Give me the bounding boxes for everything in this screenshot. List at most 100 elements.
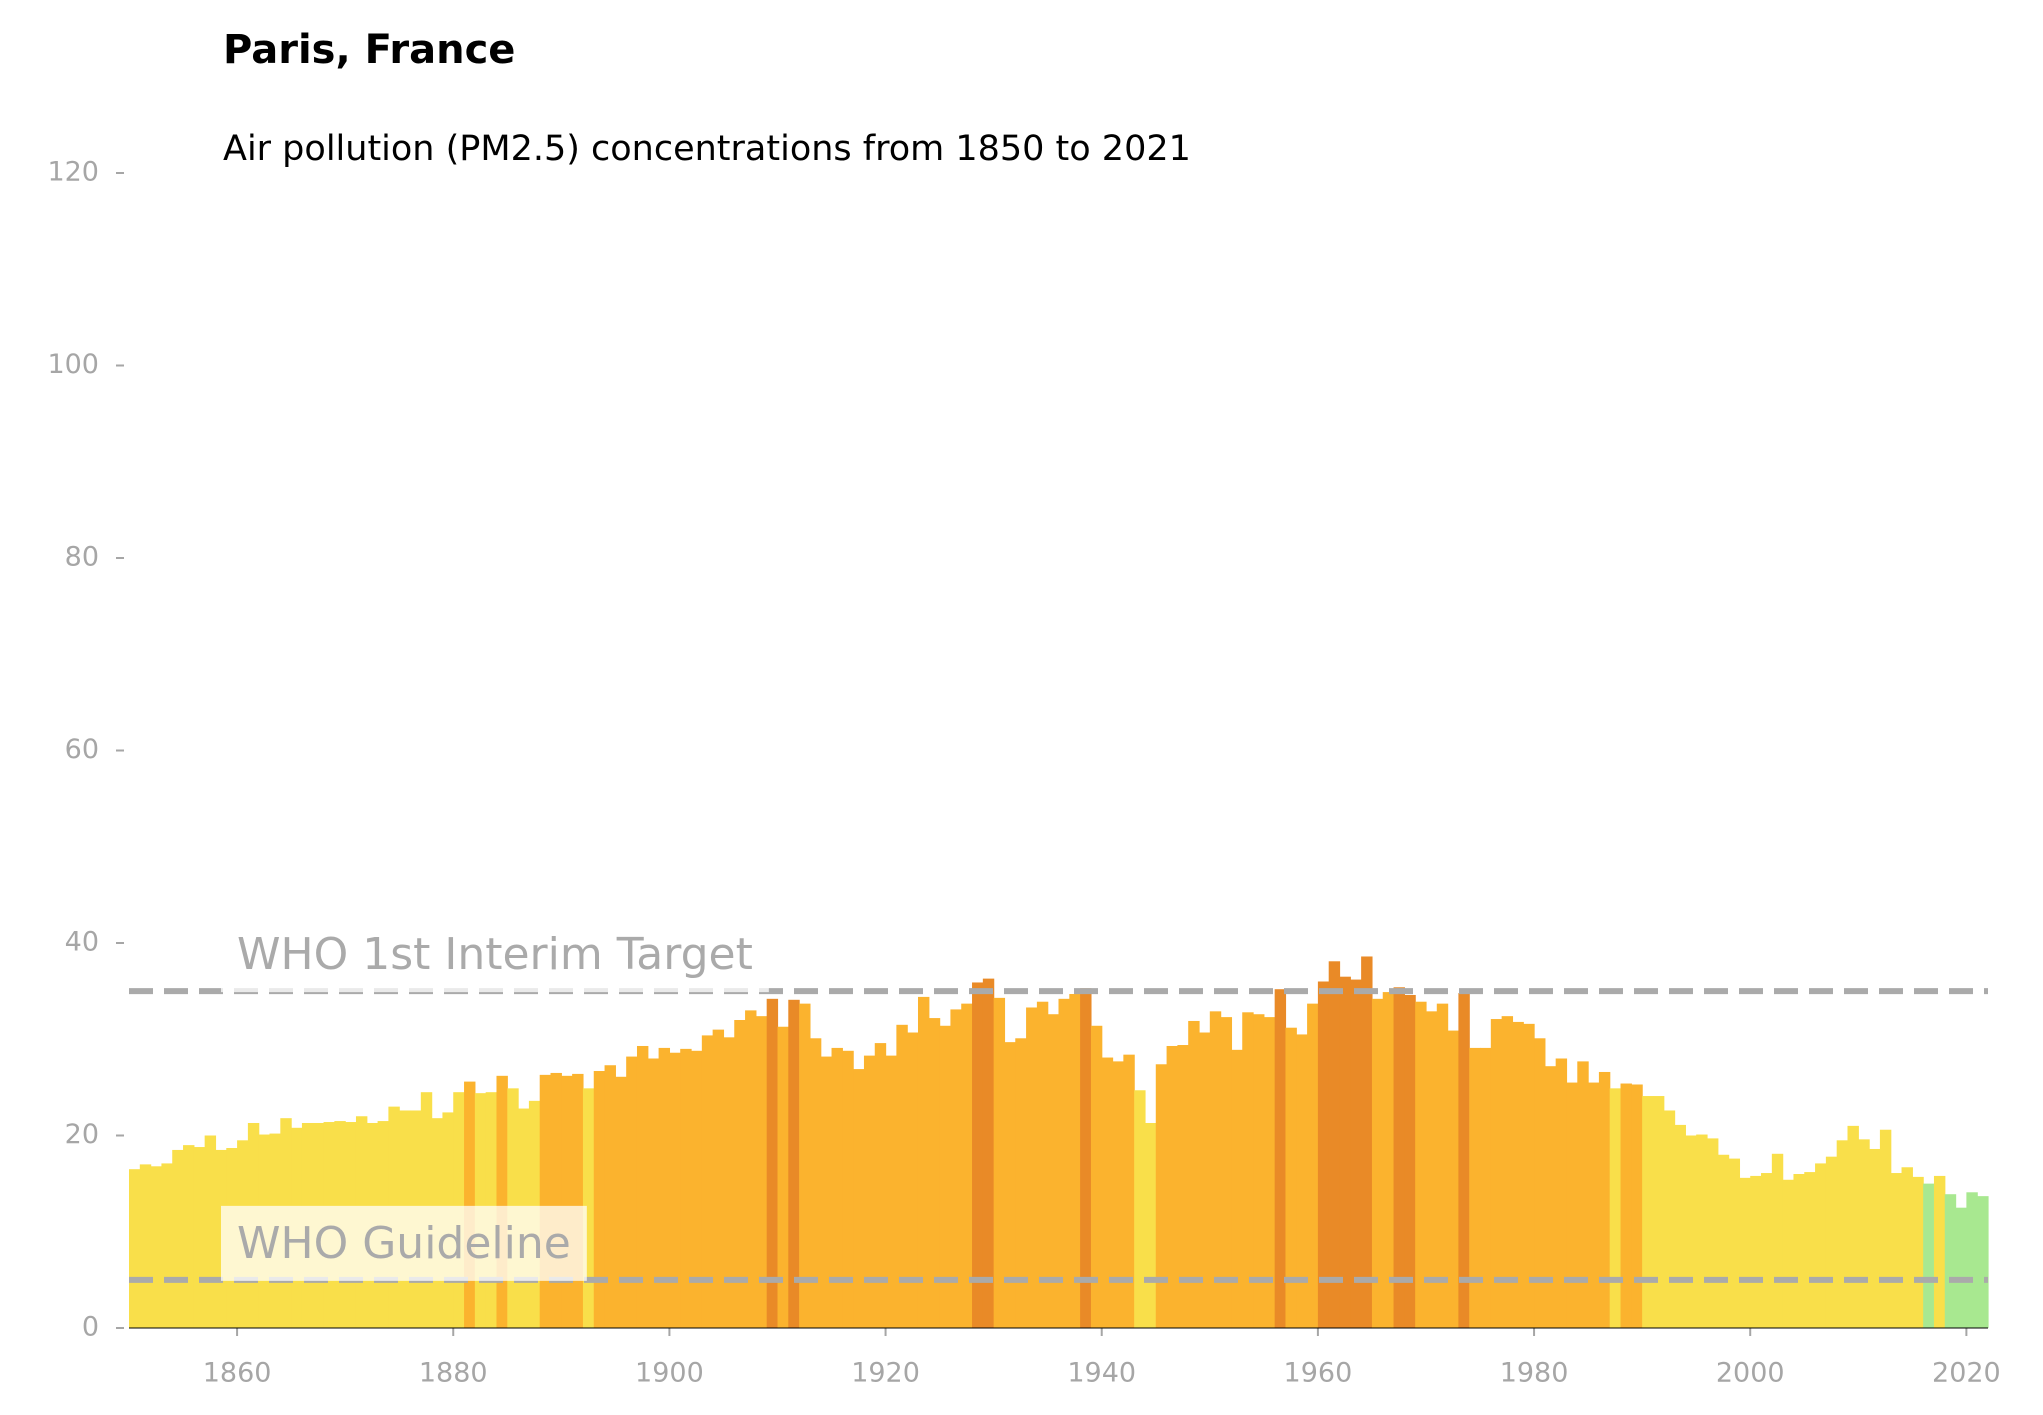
bar	[1469, 1047, 1481, 1328]
reference-label-group: WHO Guideline	[221, 1205, 587, 1281]
bar	[885, 1055, 897, 1328]
bar	[734, 1020, 746, 1328]
bar	[907, 1032, 919, 1328]
bar	[1447, 1030, 1460, 1328]
bar	[1836, 1140, 1849, 1328]
bar	[1317, 981, 1330, 1328]
bar	[604, 1065, 616, 1328]
bar	[636, 1045, 649, 1328]
bar	[1220, 1017, 1233, 1328]
bar	[993, 997, 1006, 1328]
reference-label: WHO 1st Interim Target	[237, 929, 753, 980]
bar	[982, 978, 995, 1328]
bar	[1339, 976, 1351, 1328]
bar	[1415, 1001, 1427, 1328]
bar	[1350, 979, 1362, 1328]
reference-label-group: WHO 1st Interim Target	[221, 917, 769, 993]
bar	[1393, 987, 1405, 1328]
x-tick-label: 2020	[1932, 1358, 2001, 1389]
bar	[1642, 1096, 1654, 1328]
bar	[1728, 1158, 1741, 1328]
bar	[691, 1050, 703, 1328]
x-tick-label: 1900	[635, 1358, 704, 1389]
bar	[842, 1050, 854, 1328]
bar	[1685, 1135, 1697, 1328]
bar	[1523, 1023, 1535, 1328]
bar	[1404, 994, 1416, 1328]
bar	[1361, 956, 1373, 1328]
bar	[1706, 1138, 1719, 1328]
bar	[1534, 1038, 1546, 1328]
chart-subtitle: Air pollution (PM2.5) concentrations fro…	[223, 129, 1191, 169]
bar	[172, 1149, 184, 1328]
bar	[1307, 1003, 1319, 1328]
bar	[831, 1047, 843, 1328]
bar	[1123, 1054, 1135, 1328]
bar	[1652, 1096, 1665, 1328]
bar	[1631, 1084, 1643, 1328]
bar	[1134, 1090, 1146, 1328]
x-tick-label: 1940	[1067, 1358, 1136, 1389]
y-tick-label: 0	[82, 1312, 99, 1343]
bar	[539, 1074, 552, 1328]
bar	[582, 1088, 595, 1328]
bar	[788, 999, 800, 1328]
bar	[701, 1035, 714, 1328]
bar	[1004, 1042, 1016, 1328]
bar	[139, 1164, 152, 1328]
bar	[917, 996, 930, 1328]
x-tick-label: 1960	[1284, 1358, 1353, 1389]
bar	[1058, 998, 1070, 1328]
bar	[1501, 1016, 1514, 1328]
bar	[1144, 1122, 1157, 1328]
bar	[1015, 1038, 1027, 1328]
bar	[1879, 1129, 1892, 1328]
bar	[1912, 1176, 1924, 1328]
bar	[1026, 1007, 1038, 1328]
bar	[1155, 1064, 1168, 1328]
bar	[1761, 1173, 1773, 1328]
bar	[1944, 1194, 1957, 1328]
bar	[799, 1003, 811, 1328]
bar	[1696, 1134, 1708, 1328]
bar	[1933, 1175, 1946, 1328]
bar	[161, 1163, 173, 1328]
bar	[1188, 1020, 1200, 1328]
bar	[1977, 1196, 1989, 1328]
bar	[615, 1076, 627, 1328]
bar	[1069, 994, 1081, 1328]
bar	[755, 1016, 768, 1328]
bar	[1285, 1027, 1297, 1328]
bar	[129, 1169, 141, 1328]
bar	[1436, 1003, 1449, 1328]
bar	[1815, 1163, 1827, 1328]
bar	[1598, 1071, 1611, 1328]
bar	[1490, 1019, 1503, 1328]
y-tick-label: 60	[65, 734, 99, 765]
bar	[1253, 1014, 1265, 1328]
bar	[1782, 1179, 1795, 1328]
bar	[496, 1075, 508, 1328]
bar	[204, 1135, 217, 1328]
bar	[647, 1058, 660, 1328]
bar	[593, 1071, 606, 1328]
bar	[1036, 1001, 1049, 1328]
bar	[1577, 1061, 1589, 1328]
bar	[1804, 1172, 1816, 1328]
bar	[1955, 1207, 1967, 1328]
bar	[1609, 1088, 1622, 1328]
bar	[626, 1056, 638, 1328]
bar	[1101, 1057, 1114, 1328]
bar	[1382, 992, 1395, 1328]
bar	[1825, 1156, 1838, 1328]
y-tick-label: 20	[65, 1119, 99, 1150]
chart-title: Paris, France	[223, 27, 515, 73]
bar	[745, 1010, 757, 1328]
bar	[1371, 998, 1384, 1328]
bar	[669, 1052, 681, 1328]
bar	[1242, 1012, 1254, 1328]
bar	[1750, 1175, 1762, 1328]
bar	[820, 1056, 833, 1328]
bar	[1869, 1148, 1881, 1328]
